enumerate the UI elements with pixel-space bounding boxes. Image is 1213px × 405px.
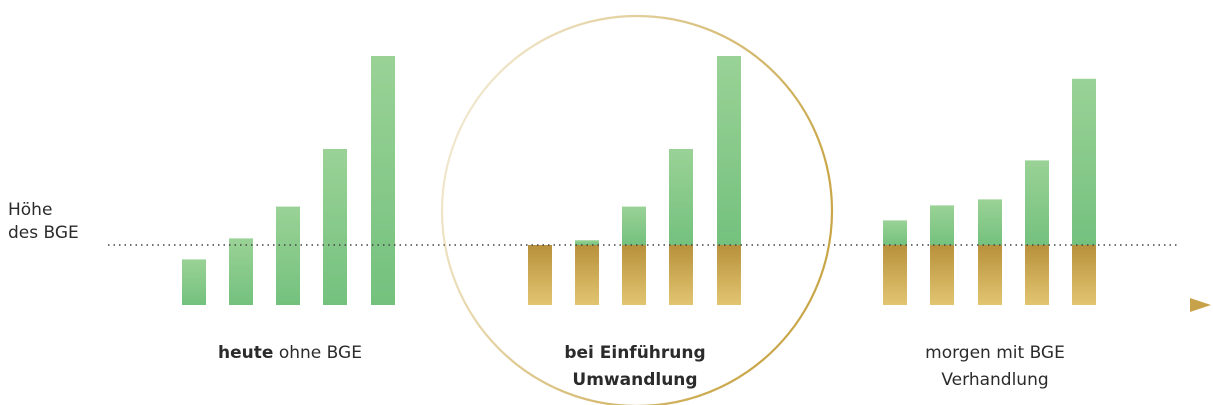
axis-arrow-icon xyxy=(1190,298,1211,312)
bar-group2-3-base xyxy=(622,245,646,305)
highlight-circle xyxy=(440,14,834,405)
bar-group3-5-base xyxy=(1072,245,1096,305)
bar-group2-4-base xyxy=(669,245,693,305)
caption-einfuehrung-line2: Umwandlung xyxy=(572,370,698,390)
bge-level-label-line2: des BGE xyxy=(8,223,79,243)
bar-group2-5-top xyxy=(717,56,741,245)
bar-group3-2-base xyxy=(930,245,954,305)
bar-group1-1 xyxy=(182,259,206,305)
caption-einfuehrung: bei Einführung Umwandlung xyxy=(525,340,745,394)
bar-group2-3-top xyxy=(622,206,646,245)
bar-group1-3 xyxy=(276,206,300,305)
bar-group1-4 xyxy=(323,149,347,305)
caption-heute-rest: ohne BGE xyxy=(273,343,362,363)
caption-einfuehrung-line1: bei Einführung xyxy=(564,343,706,363)
caption-morgen-line1: morgen mit BGE xyxy=(925,343,1065,363)
caption-heute: heute ohne BGE xyxy=(180,340,400,367)
bge-level-label: Höhe des BGE xyxy=(8,199,79,245)
bar-group3-4-top xyxy=(1025,160,1049,245)
bar-group1-5 xyxy=(371,56,395,305)
bar-group3-5-top xyxy=(1072,78,1096,245)
bar-group3-1-base xyxy=(883,245,907,305)
bar-group2-4-top xyxy=(669,149,693,245)
bar-group2-5-base xyxy=(717,245,741,305)
bar-group2-1-base xyxy=(528,245,552,305)
caption-morgen: morgen mit BGE Verhandlung xyxy=(875,340,1115,394)
bar-group3-3-base xyxy=(978,245,1002,305)
bar-group3-1-top xyxy=(883,220,907,245)
bge-level-label-line1: Höhe xyxy=(8,200,53,220)
bar-group1-2 xyxy=(229,238,253,305)
bar-group3-4-base xyxy=(1025,245,1049,305)
bar-group2-2-base xyxy=(575,245,599,305)
bar-group3-2-top xyxy=(930,205,954,245)
caption-heute-bold: heute xyxy=(218,343,274,363)
bar-group3-3-top xyxy=(978,199,1002,245)
caption-morgen-line2: Verhandlung xyxy=(941,370,1049,390)
bar-group2-2-top xyxy=(575,240,599,245)
